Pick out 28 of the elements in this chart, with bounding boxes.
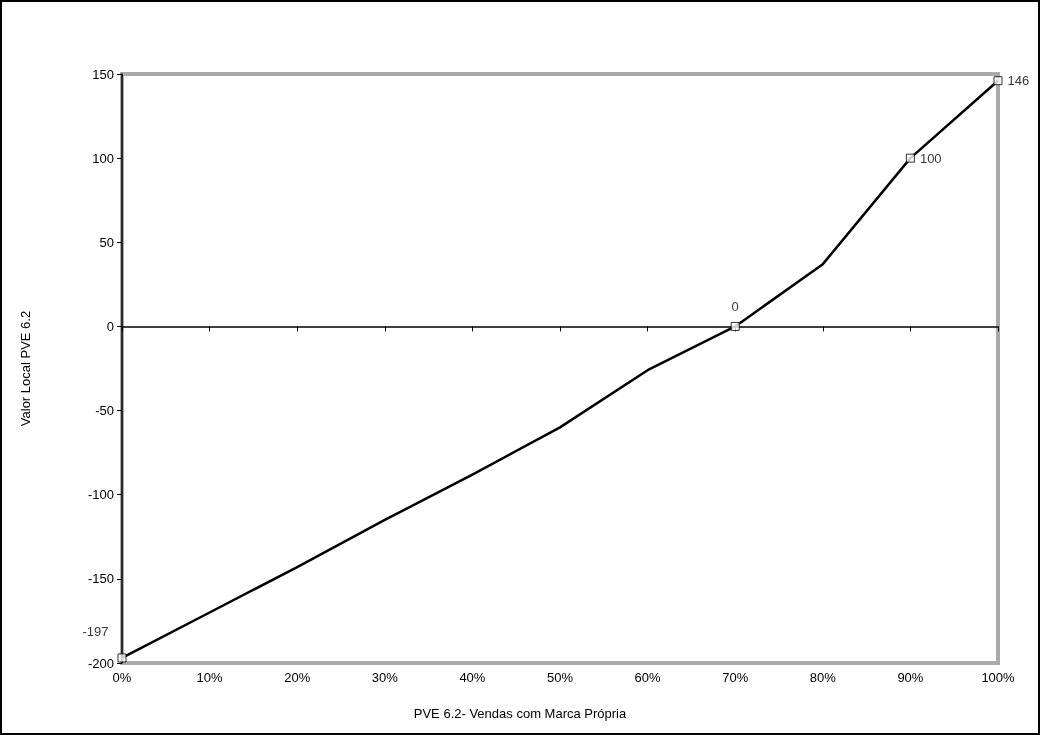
y-tick-label: 0 bbox=[106, 318, 114, 334]
x-tick-label: 30% bbox=[371, 670, 399, 685]
data-label: -197 bbox=[82, 624, 109, 640]
x-tick-label: 100% bbox=[981, 670, 1016, 685]
y-tick-label: 150 bbox=[92, 66, 114, 82]
x-tick-label: 10% bbox=[196, 670, 224, 685]
y-tick-label: -150 bbox=[87, 571, 114, 587]
x-tick-label: 60% bbox=[634, 670, 662, 685]
data-label: 0 bbox=[731, 298, 739, 314]
x-tick-label: 80% bbox=[809, 670, 837, 685]
x-tick-label: 0% bbox=[112, 670, 132, 685]
y-tick-label: -100 bbox=[87, 487, 114, 503]
x-tick-label: 50% bbox=[546, 670, 574, 685]
data-label: 146 bbox=[1007, 73, 1030, 89]
point bbox=[993, 76, 1003, 86]
x-tick-label: 40% bbox=[459, 670, 486, 685]
y-tick-label: -200 bbox=[87, 655, 114, 671]
y-tick-label: -50 bbox=[95, 403, 114, 419]
point bbox=[905, 153, 915, 163]
x-tick-label: 90% bbox=[897, 670, 924, 685]
y-tick-label: 100 bbox=[92, 150, 114, 166]
x-tick-label: 70% bbox=[722, 670, 749, 685]
x-tick-label: 20% bbox=[284, 670, 311, 685]
y-tick-label: 50 bbox=[99, 234, 114, 250]
data-label: 100 bbox=[919, 150, 942, 166]
y-axis-title: Valor Local PVE 6.2 bbox=[18, 310, 33, 427]
x-axis-title: PVE 6.2- Vendas com Marca Própria bbox=[413, 706, 627, 721]
point bbox=[730, 321, 740, 331]
